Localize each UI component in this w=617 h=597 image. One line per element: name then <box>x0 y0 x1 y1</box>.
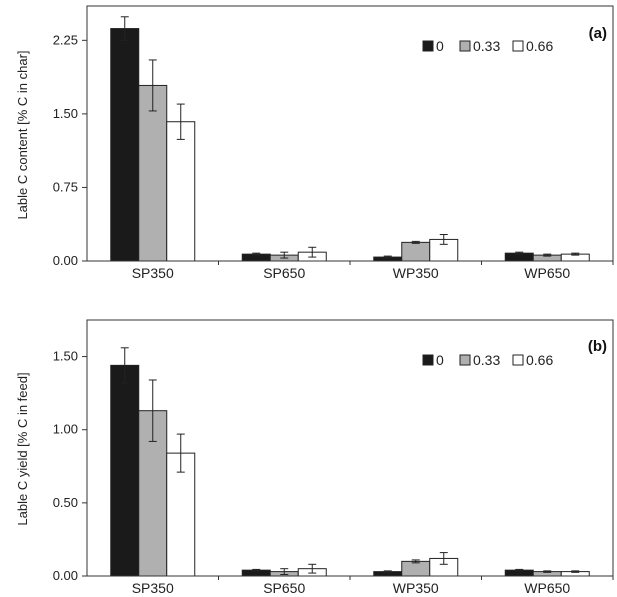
legend-label: 0.66 <box>526 352 553 368</box>
legend-label: 0.33 <box>473 38 500 54</box>
x-category-label: SP650 <box>263 265 305 281</box>
panel-label: (b) <box>588 338 607 355</box>
x-categories: SP350 SP650 WP350 WP650 <box>132 261 614 281</box>
legend-label: 0 <box>436 352 444 368</box>
bar <box>166 121 196 262</box>
x-category-label: WP650 <box>524 265 570 281</box>
bar <box>110 364 140 577</box>
y-tick-label: 1.00 <box>53 422 78 437</box>
y-tick-label: 2.25 <box>53 32 78 47</box>
x-category-label: WP650 <box>524 580 570 596</box>
legend-label: 0.33 <box>473 352 500 368</box>
x-category-label: WP350 <box>393 265 439 281</box>
y-tick-label: 0.50 <box>53 495 78 510</box>
legend-swatch <box>459 40 471 52</box>
bars <box>110 347 590 577</box>
y-tick-label: 0.00 <box>53 253 78 268</box>
bar <box>110 28 140 262</box>
plot-frame <box>86 319 614 577</box>
y-ticks: 0.00 0.50 1.00 1.50 <box>53 349 87 583</box>
legend: 0 0.33 0.66 <box>422 38 553 54</box>
plot-frame <box>86 5 614 262</box>
panel-b: Lable C yield [% C in feed] (b) 0.00 0.50… <box>15 319 614 596</box>
x-category-label: SP350 <box>132 580 174 596</box>
panel-a: Lable C content [% C in char] (a) 0.000.… <box>15 5 614 281</box>
x-category-label: SP350 <box>132 265 174 281</box>
x-category-label: WP350 <box>393 580 439 596</box>
legend-swatch <box>459 354 471 366</box>
y-tick-label: 1.50 <box>53 106 78 121</box>
y-ticks: 0.00 0.75 1.50 2.25 <box>53 32 87 268</box>
y-axis-label: Lable C yield [% C in feed] <box>15 372 30 525</box>
x-categories: SP350 SP650 WP350 WP650 <box>132 576 614 596</box>
legend-label: 0 <box>436 38 444 54</box>
y-axis-label: Lable C content [% C in char] <box>15 50 30 219</box>
legend-swatch <box>422 40 434 52</box>
y-tick-label: 1.50 <box>53 349 78 364</box>
legend: 0 0.33 0.66 <box>422 352 553 368</box>
x-category-label: SP650 <box>263 580 305 596</box>
bar <box>401 560 431 577</box>
y-tick-label: 0.00 <box>53 568 78 583</box>
panel-label: (a) <box>589 25 607 42</box>
legend-label: 0.66 <box>526 38 553 54</box>
bars <box>110 16 590 262</box>
y-tick-label: 0.75 <box>53 179 78 194</box>
legend-swatch <box>512 40 524 52</box>
legend-swatch <box>422 354 434 366</box>
bar <box>138 84 168 262</box>
bar <box>401 241 431 262</box>
legend-swatch <box>512 354 524 366</box>
